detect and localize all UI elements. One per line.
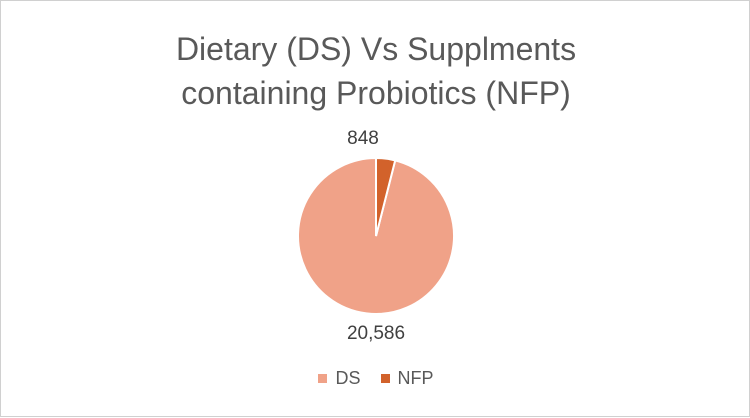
data-label-nfp: 848 (347, 128, 379, 149)
chart-title: Dietary (DS) Vs Supplments containing Pr… (1, 27, 750, 115)
legend: DS NFP (1, 368, 750, 389)
data-label-ds: 20,586 (347, 323, 405, 344)
legend-item-ds: DS (318, 368, 361, 389)
legend-item-nfp: NFP (380, 368, 434, 389)
legend-label-ds: DS (335, 368, 361, 388)
pie-slices (297, 156, 455, 315)
chart-title-line-1: Dietary (DS) Vs Supplments (175, 31, 577, 67)
pie-slice-nfp (375, 156, 397, 237)
legend-swatch-nfp (380, 374, 390, 383)
legend-label-nfp: NFP (397, 368, 434, 388)
legend-swatch-ds (318, 374, 328, 383)
chart-title-line-2: containing Probiotics (NFP) (181, 75, 571, 111)
